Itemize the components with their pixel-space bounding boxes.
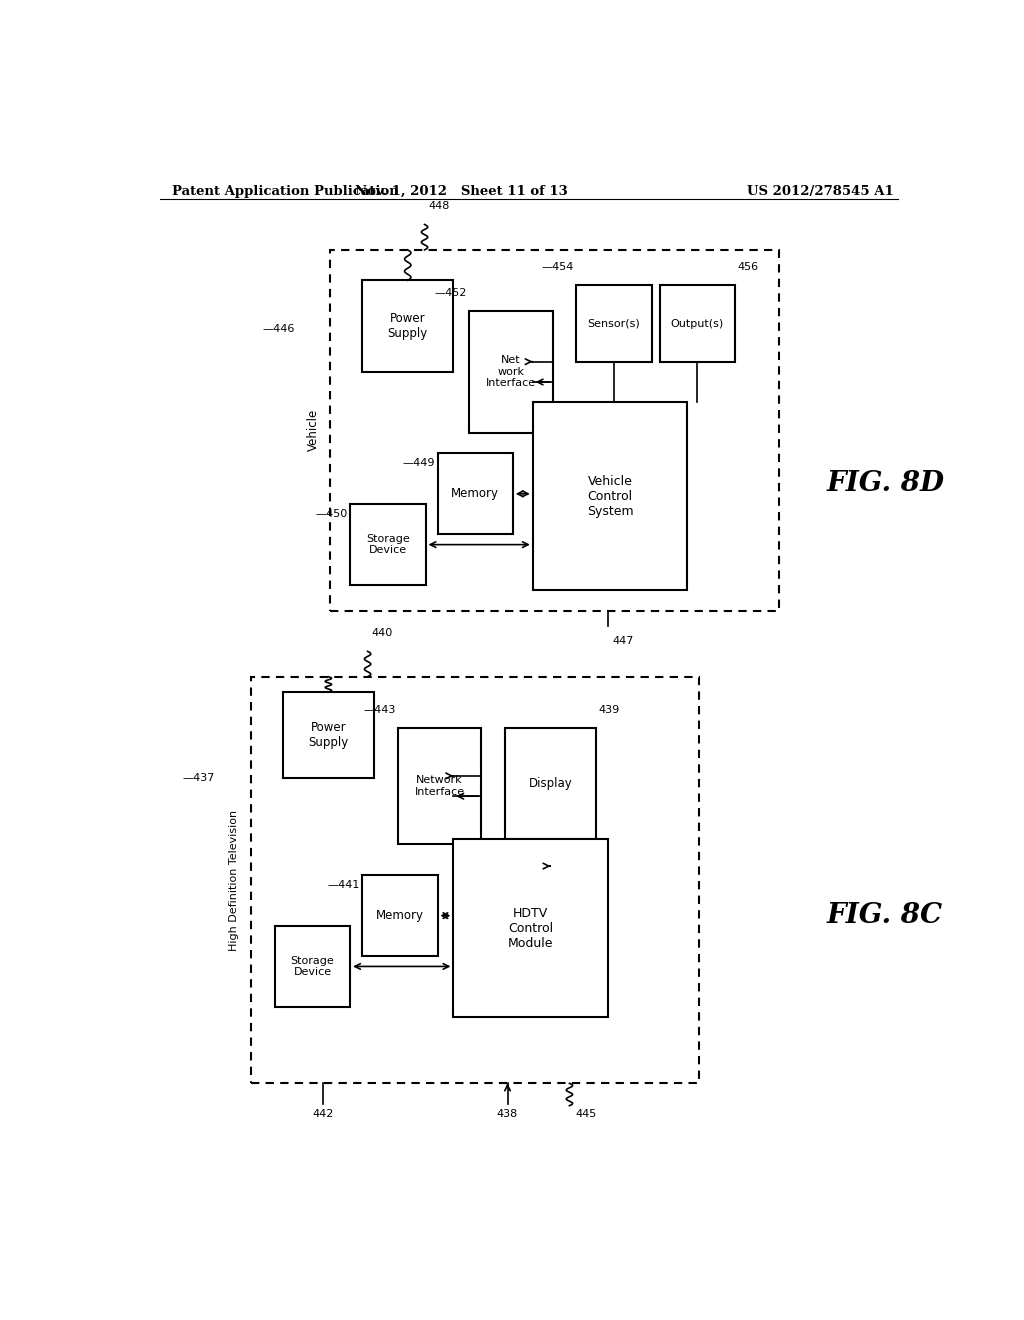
FancyBboxPatch shape	[505, 727, 596, 840]
Text: Display: Display	[528, 777, 572, 789]
Text: 445: 445	[575, 1109, 597, 1119]
Text: Nov. 1, 2012   Sheet 11 of 13: Nov. 1, 2012 Sheet 11 of 13	[355, 185, 567, 198]
Text: Memory: Memory	[376, 909, 424, 923]
Text: 440: 440	[372, 628, 393, 638]
FancyBboxPatch shape	[659, 285, 735, 362]
FancyBboxPatch shape	[283, 692, 374, 779]
Text: 448: 448	[428, 201, 450, 211]
Text: —449: —449	[402, 458, 435, 469]
Text: 456: 456	[737, 263, 759, 272]
FancyBboxPatch shape	[454, 840, 608, 1018]
Text: Sensor(s): Sensor(s)	[588, 318, 640, 329]
FancyBboxPatch shape	[362, 280, 454, 372]
Text: 438: 438	[497, 1109, 518, 1119]
FancyBboxPatch shape	[437, 453, 513, 535]
Text: FIG. 8D: FIG. 8D	[826, 470, 944, 498]
Text: Network
Interface: Network Interface	[415, 775, 465, 797]
FancyBboxPatch shape	[274, 925, 350, 1007]
Text: —443: —443	[364, 705, 395, 715]
Text: HDTV
Control
Module: HDTV Control Module	[508, 907, 554, 950]
Text: Net
work
Interface: Net work Interface	[485, 355, 536, 388]
Text: FIG. 8C: FIG. 8C	[826, 902, 942, 929]
Text: Power
Supply: Power Supply	[308, 721, 348, 750]
Text: —452: —452	[434, 288, 467, 297]
Text: Output(s): Output(s)	[671, 318, 724, 329]
Text: Storage
Device: Storage Device	[291, 956, 335, 977]
FancyBboxPatch shape	[362, 875, 437, 956]
Text: Vehicle
Control
System: Vehicle Control System	[587, 475, 634, 517]
FancyBboxPatch shape	[350, 504, 426, 585]
Text: —437: —437	[183, 774, 215, 783]
FancyBboxPatch shape	[577, 285, 651, 362]
Text: —454: —454	[542, 263, 574, 272]
Text: Patent Application Publication: Patent Application Publication	[172, 185, 398, 198]
FancyBboxPatch shape	[397, 727, 481, 845]
FancyBboxPatch shape	[532, 403, 687, 590]
Text: Storage
Device: Storage Device	[366, 533, 410, 556]
Text: Vehicle: Vehicle	[306, 409, 319, 451]
Text: High Definition Television: High Definition Television	[228, 809, 239, 950]
Text: 439: 439	[599, 705, 620, 715]
Text: Memory: Memory	[452, 487, 500, 500]
Text: Power
Supply: Power Supply	[388, 312, 428, 341]
FancyBboxPatch shape	[469, 312, 553, 433]
Text: —446: —446	[262, 325, 295, 334]
Text: 447: 447	[612, 636, 634, 645]
Text: US 2012/278545 A1: US 2012/278545 A1	[748, 185, 894, 198]
Text: 442: 442	[312, 1109, 334, 1119]
Text: —441: —441	[328, 880, 359, 890]
Text: —450: —450	[315, 510, 348, 519]
